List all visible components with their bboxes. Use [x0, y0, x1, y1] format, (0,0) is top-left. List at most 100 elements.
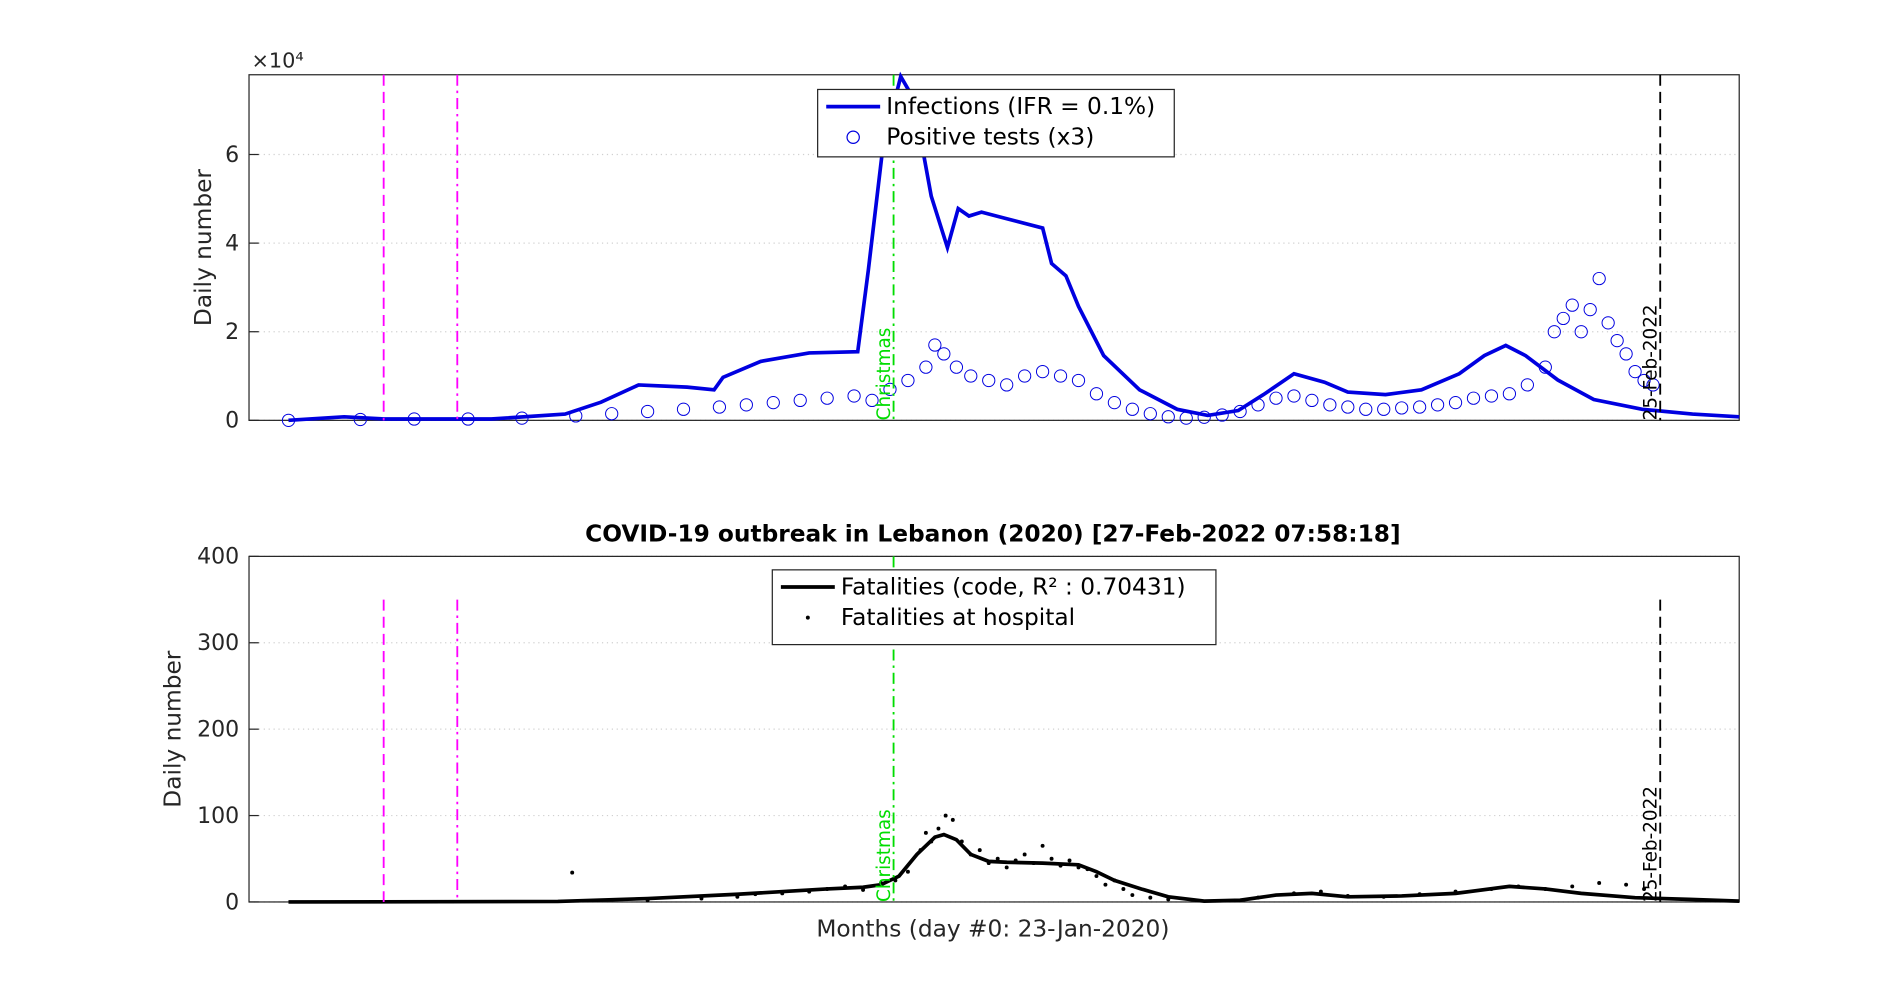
data-point	[1125, 402, 1139, 416]
data-point	[893, 878, 898, 883]
data-point	[1489, 887, 1494, 891]
data-point	[995, 856, 1000, 861]
data-point	[1053, 369, 1068, 383]
data-point	[1166, 897, 1171, 902]
data-point	[1628, 364, 1642, 379]
data-point	[1484, 389, 1499, 403]
data-point	[1637, 373, 1651, 388]
y-tick-label: 4	[225, 231, 239, 256]
y-tick-label: 6	[225, 143, 239, 168]
data-point	[1287, 389, 1301, 403]
data-point	[1251, 398, 1265, 412]
data-point	[1031, 861, 1036, 866]
data-line	[288, 71, 1740, 423]
data-point	[937, 347, 951, 361]
data-point	[1601, 316, 1615, 330]
data-point	[1094, 874, 1099, 879]
data-point	[1381, 894, 1386, 899]
data-point	[1197, 410, 1211, 424]
data-point	[964, 369, 978, 383]
data-point	[515, 411, 529, 425]
data-point	[1161, 410, 1175, 424]
data-point	[1179, 411, 1193, 425]
data-point	[1256, 895, 1261, 900]
data-point	[1466, 391, 1481, 405]
data-point	[1076, 865, 1081, 870]
data-point	[793, 393, 807, 408]
data-point	[977, 848, 982, 853]
data-point	[918, 848, 923, 853]
data-point	[825, 887, 830, 891]
legend-swatch	[846, 130, 860, 144]
y-tick-label: 0	[225, 890, 239, 915]
legend-label: Fatalities (code, R² : 0.70431)	[841, 573, 1186, 600]
data-point	[570, 870, 575, 875]
data-point	[949, 360, 964, 374]
data-point	[1417, 892, 1422, 897]
legend-box	[771, 569, 1217, 646]
data-point	[982, 373, 996, 388]
data-point	[1233, 404, 1247, 419]
data-point	[929, 839, 934, 844]
data-point	[1143, 407, 1157, 421]
y-tick-label: 200	[197, 718, 239, 743]
data-point	[1538, 360, 1552, 374]
data-point	[1323, 398, 1337, 412]
data-point	[640, 404, 655, 419]
data-point	[569, 409, 583, 423]
data-point	[883, 382, 897, 396]
data-point	[943, 813, 948, 818]
data-point	[605, 407, 619, 421]
y-tick-label: 100	[197, 804, 239, 829]
data-point	[1004, 865, 1009, 870]
data-point	[407, 412, 421, 426]
axes-frame	[248, 74, 1740, 421]
legend-label: Fatalities at hospital	[841, 604, 1075, 631]
event-label: 25-Feb-2022	[1641, 304, 1662, 420]
data-point	[1430, 398, 1445, 412]
data-point	[1619, 347, 1633, 361]
chart-title: COVID-19 outbreak in Lebanon (2020) [27-…	[585, 521, 1400, 548]
data-point	[281, 413, 296, 427]
data-point	[1610, 333, 1624, 348]
y-tick-label: 0	[225, 409, 239, 434]
axes-frame	[248, 555, 1740, 903]
data-point	[1624, 882, 1629, 887]
legend-swatch	[805, 615, 810, 620]
data-point	[1345, 893, 1350, 898]
data-point	[1269, 391, 1283, 405]
event-label: 25-Feb-2022	[1641, 786, 1662, 902]
data-point	[928, 338, 942, 352]
axis-multiplier: ×10⁴	[251, 48, 303, 72]
y-tick-label: 2	[225, 320, 239, 345]
data-point	[1089, 387, 1104, 401]
y-tick-label: 400	[197, 545, 239, 570]
data-point	[959, 839, 964, 844]
data-point	[676, 402, 691, 416]
data-point	[1148, 895, 1153, 900]
data-point	[1565, 298, 1579, 312]
data-point	[1395, 401, 1409, 415]
data-point	[1448, 396, 1463, 410]
data-point	[1556, 311, 1570, 326]
data-point	[1035, 364, 1050, 379]
data-point	[865, 393, 879, 408]
data-point	[1502, 387, 1517, 401]
data-point	[1121, 887, 1126, 891]
y-axis-label: Daily number	[190, 169, 217, 327]
data-point	[1040, 843, 1045, 848]
data-point	[1547, 325, 1561, 339]
data-point	[1215, 408, 1229, 422]
data-point	[1642, 887, 1647, 891]
data-point	[1000, 378, 1014, 392]
data-point	[699, 896, 704, 901]
data-point	[1377, 402, 1391, 416]
data-point	[1112, 878, 1117, 883]
data-point	[1049, 856, 1054, 861]
legend-box	[817, 88, 1175, 158]
data-point	[1583, 302, 1597, 317]
y-axis-label: Daily number	[159, 650, 186, 808]
data-point	[1305, 393, 1319, 408]
